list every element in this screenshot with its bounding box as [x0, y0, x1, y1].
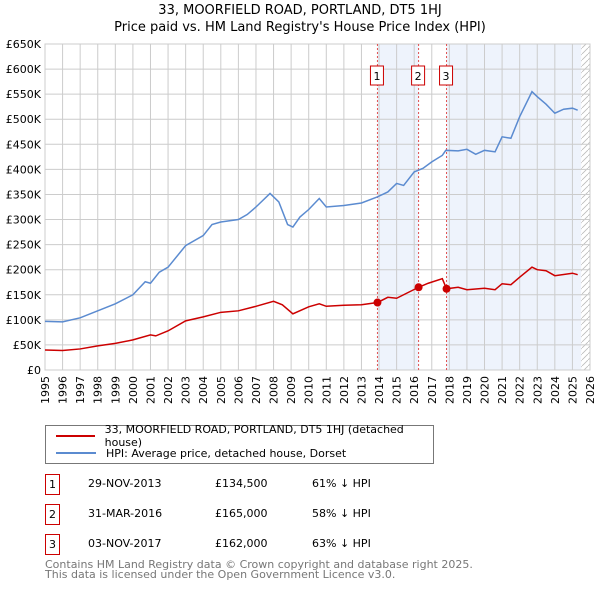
sale-number-badge: 1: [45, 474, 60, 495]
y-tick-label: £500K: [6, 113, 42, 126]
legend-item-property: 33, MOORFIELD ROAD, PORTLAND, DT5 1HJ (d…: [56, 423, 433, 449]
sale-date: 03-NOV-2017: [88, 537, 162, 550]
plot-border: [44, 43, 591, 371]
x-tick-label: 2014: [373, 376, 386, 404]
y-tick-label: £150K: [6, 289, 42, 302]
sale-price: £162,000: [215, 537, 268, 550]
x-tick-label: 2021: [496, 376, 509, 404]
property-price-line: [44, 266, 578, 352]
x-tick-label: 2006: [232, 376, 245, 404]
legend-label: HPI: Average price, detached house, Dors…: [106, 446, 347, 460]
x-tick-label: 2020: [479, 376, 492, 404]
hpi-diff: 61% ↓ HPI: [312, 477, 371, 490]
x-tick-label: 2010: [303, 376, 316, 404]
legend: 33, MOORFIELD ROAD, PORTLAND, DT5 1HJ (d…: [45, 423, 434, 464]
x-tick-label: 2004: [197, 376, 210, 404]
chart-title: 33, MOORFIELD ROAD, PORTLAND, DT5 1HJ: [158, 3, 442, 18]
x-tick-label: 2002: [162, 376, 175, 404]
x-tick-label: 2012: [338, 376, 351, 404]
x-tick-label: 1999: [109, 376, 122, 404]
y-tick-label: £0: [27, 364, 41, 377]
x-tick-label: 1995: [39, 376, 52, 404]
x-tick-label: 2001: [144, 376, 157, 404]
shaded-period: [377, 44, 419, 370]
sale-point: [442, 284, 451, 293]
footer: Contains HM Land Registry data © Crown c…: [45, 558, 473, 581]
y-tick-label: £100K: [6, 314, 42, 327]
sale-marker-box: [439, 65, 454, 86]
legend-item-hpi: HPI: Average price, detached house, Dors…: [56, 445, 346, 461]
sale-point: [414, 283, 423, 292]
x-tick-label: 2025: [566, 376, 579, 404]
sale-price: £165,000: [215, 507, 268, 520]
y-tick-label: £50K: [13, 339, 42, 352]
y-tick-label: £300K: [6, 214, 42, 227]
y-tick-label: £550K: [6, 88, 42, 101]
sale-marker-box: [369, 65, 384, 86]
legend-label: 33, MOORFIELD ROAD, PORTLAND, DT5 1HJ (d…: [104, 423, 404, 449]
x-tick-label: 2003: [180, 376, 193, 404]
x-tick-label: 2013: [355, 376, 368, 404]
x-tick-label: 2018: [443, 376, 456, 404]
x-tick-label: 1996: [57, 376, 70, 404]
hpi-diff: 63% ↓ HPI: [312, 537, 371, 550]
y-tick-label: £350K: [6, 188, 42, 201]
x-tick-label: 1998: [92, 376, 105, 404]
sale-marker-label: 2: [415, 70, 422, 83]
hpi-diff: 58% ↓ HPI: [312, 507, 371, 520]
sale-date: 31-MAR-2016: [88, 507, 163, 520]
sale-price: £134,500: [215, 477, 268, 490]
x-tick-label: 2011: [320, 376, 333, 404]
price-chart: 1995 1996 1997 1998 1999 2000 2001 2002 2003 2004…: [6, 38, 597, 404]
x-tick-label: 2015: [391, 376, 404, 404]
x-tick-label: 2016: [408, 376, 421, 404]
sale-marker-box: [411, 65, 426, 86]
sale-date: 29-NOV-2013: [88, 477, 162, 490]
x-tick-label: 2026: [584, 376, 597, 404]
x-tick-label: 2023: [531, 376, 544, 404]
y-tick-label: £600K: [6, 63, 42, 76]
y-tick-label: £450K: [6, 138, 42, 151]
x-tick-label: 1997: [74, 376, 87, 404]
chart-subtitle: Price paid vs. HM Land Registry's House …: [114, 20, 486, 35]
sale-point: [373, 298, 382, 307]
x-tick-label: 2007: [250, 376, 263, 404]
x-tick-label: 2008: [268, 376, 281, 404]
x-tick-label: 2009: [285, 376, 298, 404]
forecast-hatch: [581, 44, 590, 370]
y-tick-label: £250K: [6, 239, 42, 252]
y-tick-label: £200K: [6, 264, 42, 277]
x-tick-label: 2005: [215, 376, 228, 404]
sale-number-badge: 3: [45, 534, 60, 555]
sale-number-badge: 2: [45, 504, 60, 525]
sale-marker-label: 3: [443, 70, 450, 83]
shaded-period: [446, 44, 582, 370]
y-tick-label: £400K: [6, 163, 42, 176]
y-tick-label: £650K: [6, 38, 42, 51]
hpi-line: [44, 90, 578, 323]
sale-marker-label: 1: [373, 70, 380, 83]
x-tick-label: 2000: [127, 376, 140, 404]
x-tick-label: 2022: [514, 376, 527, 404]
x-tick-label: 2024: [549, 376, 562, 404]
x-tick-label: 2019: [461, 376, 474, 404]
x-tick-label: 2017: [426, 376, 439, 404]
